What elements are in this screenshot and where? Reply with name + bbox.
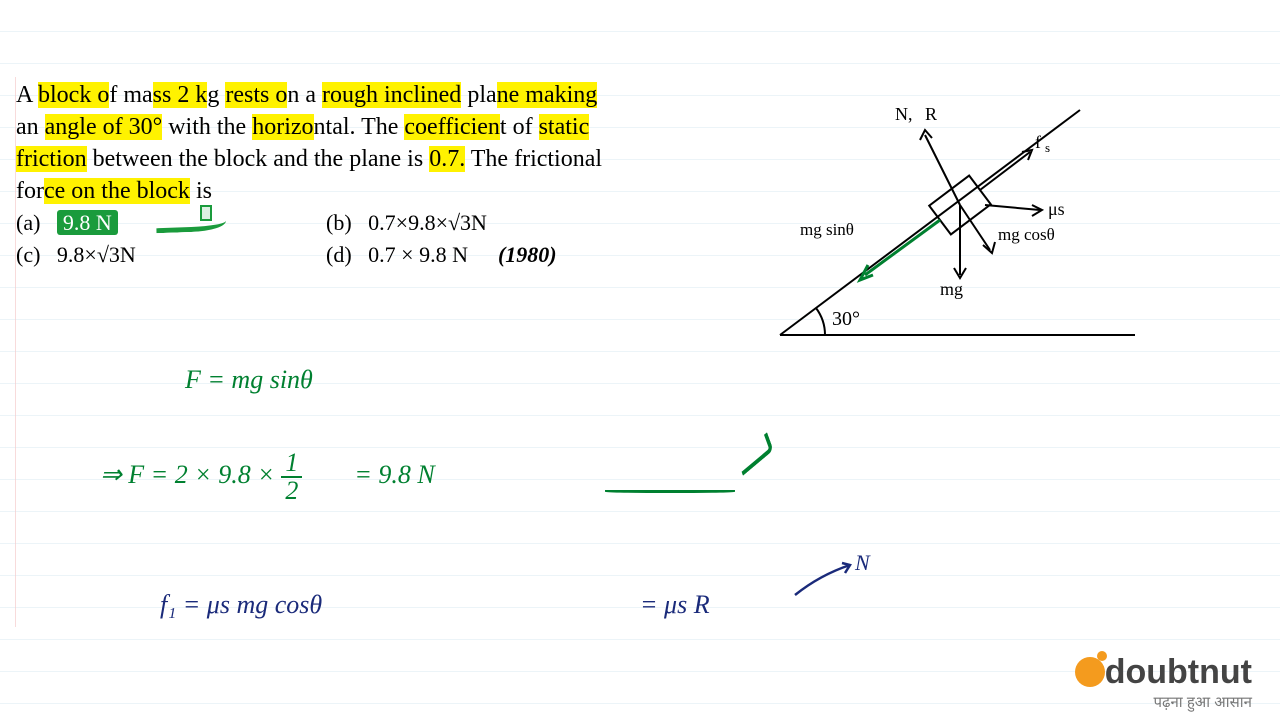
option-b-value: 0.7×9.8×√3N [368,210,487,235]
check-icon [156,211,227,233]
option-a: (a) 9.8 N [16,210,326,236]
option-d: (d) 0.7 × 9.8 N(1980) [326,242,626,268]
svg-text:s: s [1045,140,1050,155]
year-label: (1980) [498,242,557,267]
option-c: (c) 9.8×√3N [16,242,326,268]
brand-name: doubtnut [1105,653,1252,691]
option-d-value: 0.7 × 9.8 N [368,242,468,267]
work-line3-rhs: = μs R [640,590,710,620]
option-b: (b) 0.7×9.8×√3N [326,210,626,236]
options-block: (a) 9.8 N (b) 0.7×9.8×√3N (c) 9.8×√3N (d… [16,210,656,274]
svg-text:mg: mg [940,279,963,299]
work-line2-prefix: ⇒ F = 2 × 9.8 × [100,460,281,489]
svg-text:mg sinθ: mg sinθ [800,220,854,239]
work-line1: F = mg sinθ [185,365,313,395]
work-line2-result: = 9.8 N [354,460,434,489]
svg-text:mg cosθ: mg cosθ [998,225,1055,244]
cursor-indicator [200,205,212,221]
frac-num: 1 [281,450,302,478]
svg-text:30°: 30° [832,308,860,330]
work-line3-lhs: f₁ = μs mg cosθ [160,590,322,620]
work-line2: ⇒ F = 2 × 9.8 × 1 2 = 9.8 N [100,450,435,504]
logo-icon [1075,657,1105,687]
brand-tagline: पढ़ना हुआ आसान [1154,692,1253,712]
free-body-diagram: 30° N, R f s μs mg sinθ mg cosθ mg [770,80,1140,360]
question-text: A block of mass 2 kg rests on a rough in… [16,80,656,208]
brand-logo: doubtnut [1075,653,1252,692]
svg-text:R: R [925,104,937,124]
option-c-value: 9.8×√3N [57,242,136,267]
work-line3-note: N [855,550,870,576]
option-row-2: (c) 9.8×√3N (d) 0.7 × 9.8 N(1980) [16,242,656,268]
svg-text:f: f [1035,132,1041,152]
fraction: 1 2 [281,450,302,504]
underline-1 [605,490,735,493]
option-row-1: (a) 9.8 N (b) 0.7×9.8×√3N [16,210,656,236]
svg-text:N,: N, [895,104,913,124]
svg-text:μs: μs [1048,199,1065,219]
frac-den: 2 [281,478,302,504]
option-a-value: 9.8 N [57,210,118,235]
